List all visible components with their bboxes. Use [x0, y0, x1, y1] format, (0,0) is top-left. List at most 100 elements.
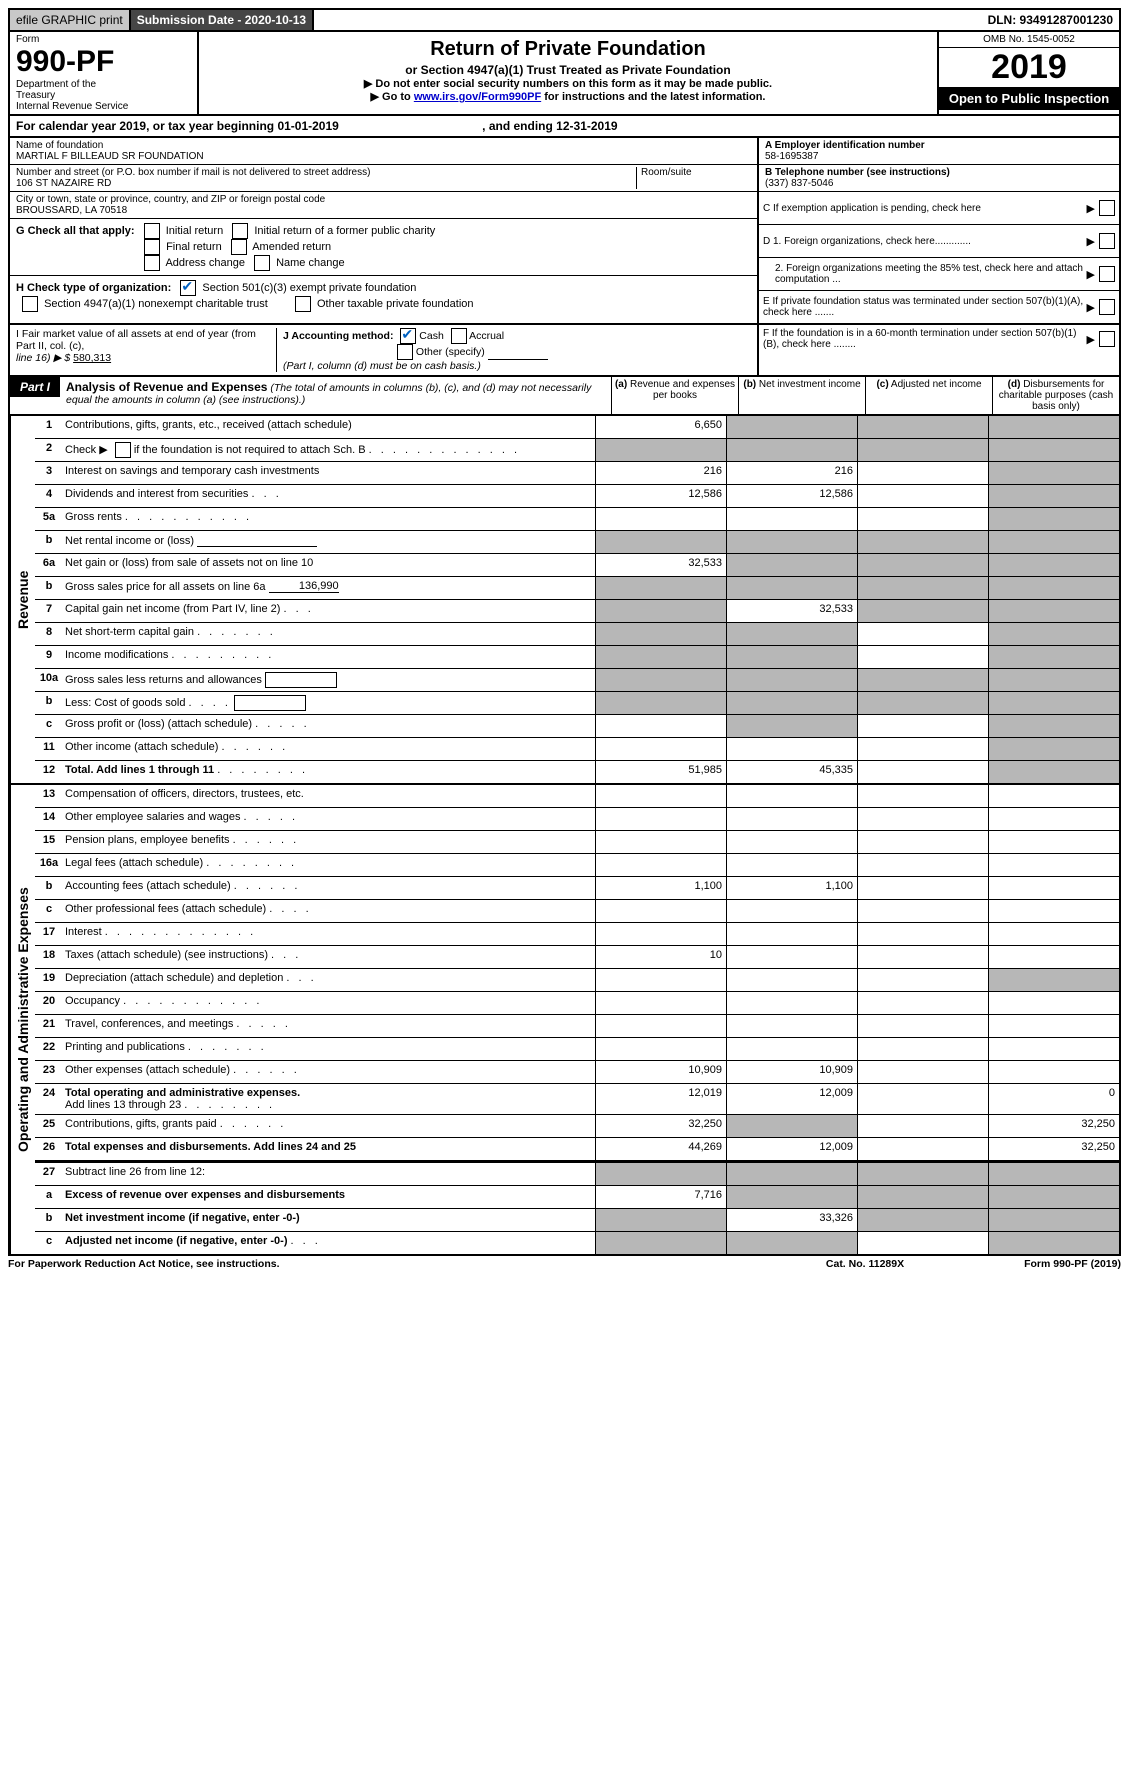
r25-d: 32,250: [988, 1115, 1119, 1137]
row-21-desc: Travel, conferences, and meetings . . . …: [63, 1015, 595, 1037]
row-16b-desc: Accounting fees (attach schedule) . . . …: [63, 877, 595, 899]
row-1-desc: Contributions, gifts, grants, etc., rece…: [63, 416, 595, 438]
instr-link-line: ▶ Go to www.irs.gov/Form990PF for instru…: [203, 90, 933, 103]
r26-a: 44,269: [595, 1138, 726, 1160]
row-11-desc: Other income (attach schedule) . . . . .…: [63, 738, 595, 760]
r12-b: 45,335: [726, 761, 857, 783]
row-16c-desc: Other professional fees (attach schedule…: [63, 900, 595, 922]
row-20-desc: Occupancy . . . . . . . . . . . .: [63, 992, 595, 1014]
r24-a: 12,019: [595, 1084, 726, 1114]
top-bar: efile GRAPHIC print Submission Date - 20…: [8, 8, 1121, 32]
r3-a: 216: [595, 462, 726, 484]
row-24-desc: Total operating and administrative expen…: [63, 1084, 595, 1114]
row-19-desc: Depreciation (attach schedule) and deple…: [63, 969, 595, 991]
name-label: Name of foundation: [16, 140, 751, 151]
form-title: Return of Private Foundation: [203, 38, 933, 61]
chk-name-change[interactable]: [254, 255, 270, 271]
r23-a: 10,909: [595, 1061, 726, 1083]
footer-pra: For Paperwork Reduction Act Notice, see …: [8, 1258, 280, 1270]
chk-address-change[interactable]: [144, 255, 160, 271]
r16b-a: 1,100: [595, 877, 726, 899]
footer-catno: Cat. No. 11289X: [826, 1258, 904, 1270]
row-25-desc: Contributions, gifts, grants paid . . . …: [63, 1115, 595, 1137]
phone-label: B Telephone number (see instructions): [765, 167, 950, 178]
room-label: Room/suite: [641, 167, 751, 178]
chk-f[interactable]: [1099, 331, 1115, 347]
row-10b-desc: Less: Cost of goods sold . . . .: [63, 692, 595, 714]
row-14-desc: Other employee salaries and wages . . . …: [63, 808, 595, 830]
row-27c-desc: Adjusted net income (if negative, enter …: [63, 1232, 595, 1254]
footer-formref: Form 990-PF (2019): [1024, 1258, 1121, 1270]
part1-header: Part I Analysis of Revenue and Expenses …: [8, 377, 1121, 416]
row-5a-desc: Gross rents . . . . . . . . . . .: [63, 508, 595, 530]
phone-value: (337) 837-5046: [765, 178, 1113, 189]
ident-block: Name of foundation MARTIAL F BILLEAUD SR…: [8, 138, 1121, 325]
col-b-hdr: (b) Net investment income: [738, 377, 865, 414]
ein-label: A Employer identification number: [765, 140, 925, 151]
instr-ssn: ▶ Do not enter social security numbers o…: [203, 77, 933, 90]
row-10c-desc: Gross profit or (loss) (attach schedule)…: [63, 715, 595, 737]
section-g: G Check all that apply: Initial return I…: [10, 219, 757, 276]
r3-b: 216: [726, 462, 857, 484]
chk-accrual[interactable]: [451, 328, 467, 344]
row-27a-desc: Excess of revenue over expenses and disb…: [63, 1186, 595, 1208]
r4-a: 12,586: [595, 485, 726, 507]
r18-a: 10: [595, 946, 726, 968]
chk-other-method[interactable]: [397, 344, 413, 360]
expenses-side-label: Operating and Administrative Expenses: [10, 785, 35, 1254]
efile-print-btn[interactable]: efile GRAPHIC print: [10, 10, 131, 30]
row-4-desc: Dividends and interest from securities .…: [63, 485, 595, 507]
chk-sch-b[interactable]: [115, 442, 131, 458]
r26-d: 32,250: [988, 1138, 1119, 1160]
row-12-desc: Total. Add lines 1 through 11 . . . . . …: [63, 761, 595, 783]
r16b-b: 1,100: [726, 877, 857, 899]
r7-b: 32,533: [726, 600, 857, 622]
chk-d1[interactable]: [1099, 233, 1115, 249]
col-c-hdr: (c) Adjusted net income: [865, 377, 992, 414]
form-header: Form 990-PF Department of theTreasuryInt…: [8, 32, 1121, 116]
f-60month: F If the foundation is in a 60-month ter…: [763, 328, 1087, 350]
row-26-desc: Total expenses and disbursements. Add li…: [63, 1138, 595, 1160]
irs-link[interactable]: www.irs.gov/Form990PF: [414, 91, 541, 103]
chk-cash[interactable]: [400, 328, 416, 344]
chk-initial-return[interactable]: [144, 223, 160, 239]
r12-a: 51,985: [595, 761, 726, 783]
col-d-hdr: (d) Disbursements for charitable purpose…: [992, 377, 1119, 414]
chk-other-taxable[interactable]: [295, 296, 311, 312]
chk-d2[interactable]: [1099, 266, 1115, 282]
row-6b-desc: Gross sales price for all assets on line…: [63, 577, 595, 599]
calendar-year-line: For calendar year 2019, or tax year begi…: [8, 116, 1121, 138]
form-subtitle: or Section 4947(a)(1) Trust Treated as P…: [203, 63, 933, 77]
chk-final-return[interactable]: [144, 239, 160, 255]
row-8-desc: Net short-term capital gain . . . . . . …: [63, 623, 595, 645]
r25-a: 32,250: [595, 1115, 726, 1137]
tax-year: 2019: [939, 48, 1119, 87]
r24-b: 12,009: [726, 1084, 857, 1114]
chk-amended[interactable]: [231, 239, 247, 255]
row-23-desc: Other expenses (attach schedule) . . . .…: [63, 1061, 595, 1083]
chk-initial-former[interactable]: [232, 223, 248, 239]
page-footer: For Paperwork Reduction Act Notice, see …: [8, 1256, 1121, 1270]
r23-b: 10,909: [726, 1061, 857, 1083]
part1-badge: Part I: [10, 377, 60, 397]
form-number: 990-PF: [16, 45, 191, 79]
row-6a-desc: Net gain or (loss) from sale of assets n…: [63, 554, 595, 576]
row-27-desc: Subtract line 26 from line 12:: [63, 1163, 595, 1185]
section-h: H Check type of organization: Section 50…: [10, 276, 757, 316]
chk-e[interactable]: [1099, 299, 1115, 315]
r24-d: 0: [988, 1084, 1119, 1114]
chk-c[interactable]: [1099, 200, 1115, 216]
i-fmv-value: 580,313: [73, 352, 111, 364]
chk-4947a1[interactable]: [22, 296, 38, 312]
open-public-inspection: Open to Public Inspection: [939, 87, 1119, 110]
row-3-desc: Interest on savings and temporary cash i…: [63, 462, 595, 484]
dept-treasury: Department of theTreasuryInternal Revenu…: [16, 79, 191, 112]
chk-501c3[interactable]: [180, 280, 196, 296]
foundation-name: MARTIAL F BILLEAUD SR FOUNDATION: [16, 151, 751, 162]
d1-foreign: D 1. Foreign organizations, check here..…: [763, 236, 1087, 247]
row-17-desc: Interest . . . . . . . . . . . . .: [63, 923, 595, 945]
ijf-row: I Fair market value of all assets at end…: [8, 325, 1121, 377]
form-word: Form: [16, 34, 191, 45]
dln: DLN: 93491287001230: [982, 10, 1119, 30]
street-address: 106 ST NAZAIRE RD: [16, 178, 636, 189]
